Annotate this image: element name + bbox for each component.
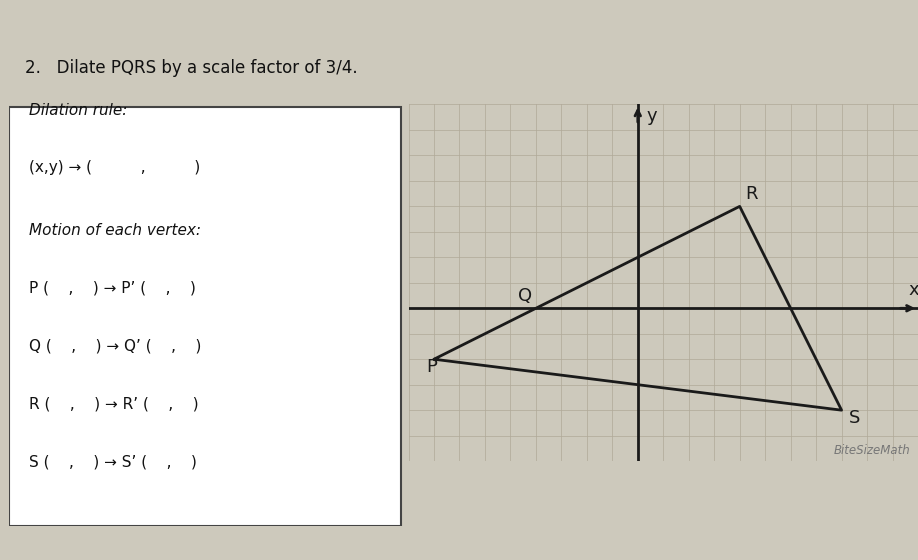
Text: Q (    ,    ) → Q’ (    ,    ): Q ( , ) → Q’ ( , )	[29, 339, 202, 353]
FancyBboxPatch shape	[9, 108, 401, 526]
Text: BiteSizeMath: BiteSizeMath	[834, 444, 911, 458]
Text: Q: Q	[518, 287, 532, 305]
Text: Motion of each vertex:: Motion of each vertex:	[29, 223, 201, 238]
Text: x: x	[909, 281, 918, 300]
Text: Dilation rule:: Dilation rule:	[29, 102, 128, 118]
Text: R: R	[744, 185, 757, 203]
Text: S (    ,    ) → S’ (    ,    ): S ( , ) → S’ ( , )	[29, 454, 197, 469]
Text: y: y	[646, 107, 657, 125]
Text: S: S	[849, 409, 860, 427]
Text: R (    ,    ) → R’ (    ,    ): R ( , ) → R’ ( , )	[29, 396, 199, 412]
Text: P: P	[426, 358, 437, 376]
Text: (x,y) → (          ,          ): (x,y) → ( , )	[29, 160, 201, 175]
Text: 2.   Dilate PQRS by a scale factor of 3/4.: 2. Dilate PQRS by a scale factor of 3/4.	[26, 59, 358, 77]
Text: P (    ,    ) → P’ (    ,    ): P ( , ) → P’ ( , )	[29, 281, 196, 296]
